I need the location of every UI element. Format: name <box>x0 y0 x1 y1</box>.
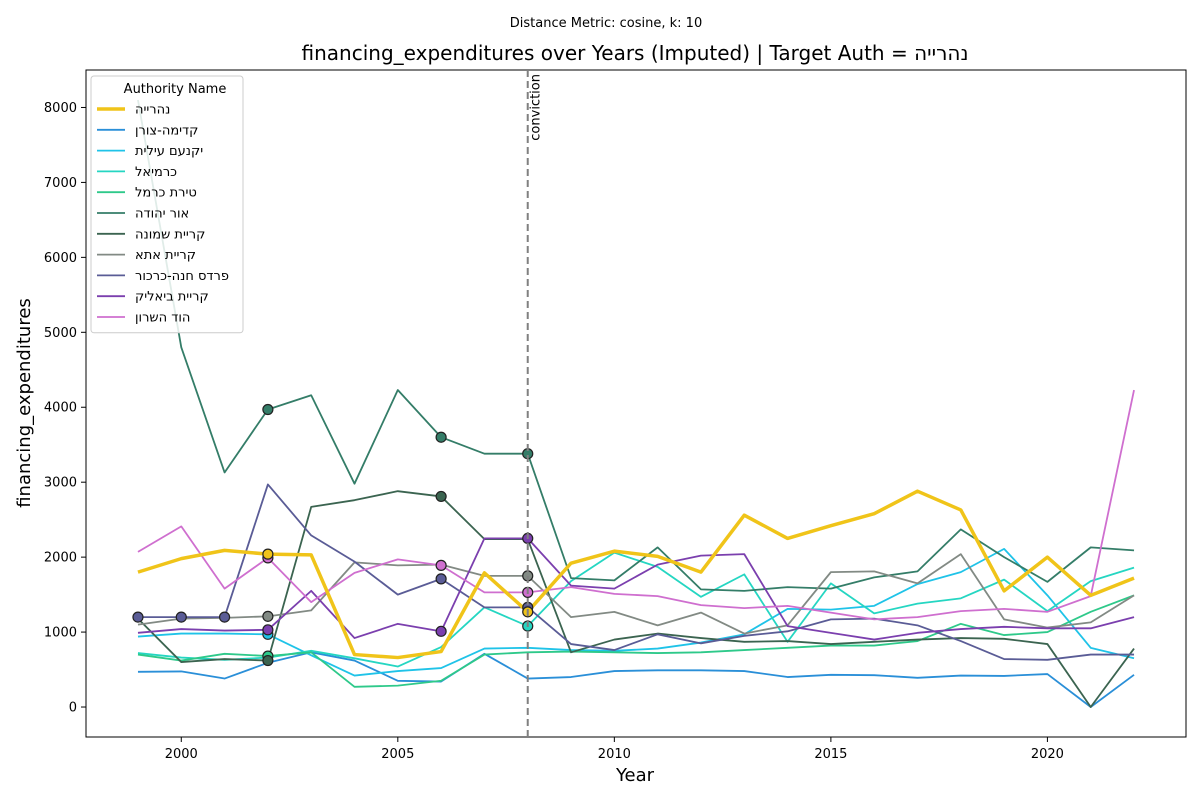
series-אור יהודה <box>137 99 1135 592</box>
legend-box <box>90 75 244 334</box>
legend-item: קריית אתא <box>97 248 196 263</box>
legend-label: הוד השרון <box>135 311 190 326</box>
x-tick-label: 2010 <box>598 747 631 762</box>
data-point-marker <box>132 611 144 623</box>
legend-label: טירת כרמל <box>135 186 197 201</box>
series-line <box>137 490 1135 708</box>
legend-item: נהרייה <box>97 103 170 118</box>
data-point-marker <box>218 611 231 623</box>
y-tick-label: 0 <box>69 701 77 716</box>
y-tick-label: 1000 <box>44 626 77 641</box>
markers-קריית אתא <box>262 570 534 622</box>
data-point-marker <box>435 573 447 585</box>
y-tick-label: 3000 <box>44 476 77 491</box>
data-point-marker <box>435 625 447 637</box>
data-point-marker <box>435 559 447 571</box>
legend-item: יקנעם עילית <box>97 144 203 159</box>
x-tick-label: 2015 <box>814 747 847 762</box>
legend-item: הוד השרון <box>97 311 190 326</box>
data-point-marker <box>262 403 274 416</box>
series-line <box>137 537 1135 641</box>
y-tick-label: 6000 <box>44 251 77 266</box>
legend-item: קדימה-צורן <box>97 123 198 138</box>
markers-קריית שמונה <box>262 490 447 667</box>
x-axis-label: Year <box>615 765 655 786</box>
data-point-marker <box>262 654 274 667</box>
series-line <box>137 553 1135 635</box>
series-קריית אתא <box>137 553 1135 635</box>
series-קריית ביאליק <box>137 537 1135 641</box>
legend-label: אור יהודה <box>135 207 189 222</box>
legend-label: קדימה-צורן <box>135 123 198 138</box>
y-axis-label: financing_expenditures <box>14 298 35 508</box>
data-point-marker <box>262 610 274 622</box>
data-point-marker <box>435 490 447 503</box>
series-line <box>137 489 1135 660</box>
legend-item: פרדס חנה-כרכור <box>97 269 229 284</box>
series-line <box>137 594 1135 688</box>
chart-suptitle: Distance Metric: cosine, k: 10 <box>510 16 702 31</box>
series-הוד השרון <box>137 389 1135 621</box>
series-line <box>137 551 1135 668</box>
series-טירת כרמל <box>137 594 1135 688</box>
y-tick-label: 8000 <box>44 101 77 116</box>
series-line <box>137 99 1135 592</box>
x-tick-label: 2000 <box>165 747 198 762</box>
legend-label: פרדס חנה-כרכור <box>135 269 229 284</box>
legend-item: אור יהודה <box>97 207 189 222</box>
legend-label: נהרייה <box>135 103 170 118</box>
legend-label: קריית ביאליק <box>135 290 209 305</box>
y-tick-label: 5000 <box>44 326 77 341</box>
y-tick-label: 2000 <box>44 551 77 566</box>
y-axis: 0 1000 2000 3000 4000 5000 6000 7000 8000 <box>44 101 86 716</box>
markers-קריית ביאליק <box>262 532 534 637</box>
legend-item: קריית שמונה <box>97 227 205 242</box>
data-point-marker <box>262 548 274 560</box>
legend-label: כרמיאל <box>135 165 177 180</box>
series-line <box>137 389 1135 621</box>
x-tick-label: 2020 <box>1031 747 1064 762</box>
series-line <box>137 651 1135 708</box>
series-קדימה-צורן <box>137 651 1135 708</box>
series-קריית שמונה <box>137 490 1135 708</box>
data-point-marker <box>262 624 274 636</box>
legend-label: יקנעם עילית <box>135 144 203 159</box>
legend-label: קריית שמונה <box>135 227 205 242</box>
legend: Authority Name נהרייה קדימה-צורן יקנעם עילי… <box>90 75 244 334</box>
series-layer <box>132 99 1135 708</box>
y-tick-label: 4000 <box>44 401 77 416</box>
legend-item: קריית ביאליק <box>97 290 209 305</box>
y-tick-label: 7000 <box>44 176 77 191</box>
x-tick-label: 2005 <box>381 747 414 762</box>
legend-item: כרמיאל <box>97 165 177 180</box>
data-point-marker <box>175 611 187 623</box>
conviction-label: conviction <box>529 74 544 141</box>
chart-title: financing_expenditures over Years (Imput… <box>302 41 969 65</box>
legend-label: קריית אתא <box>135 248 196 263</box>
vertical-marker: conviction <box>526 70 544 737</box>
series-line <box>137 483 1135 661</box>
legend-item: טירת כרמל <box>97 186 197 201</box>
data-point-marker <box>435 431 447 443</box>
series-כרמיאל <box>137 551 1135 668</box>
legend-title: Authority Name <box>124 82 227 97</box>
series-נהרייה <box>137 489 1135 660</box>
series-פרדס חנה-כרכור <box>137 483 1135 661</box>
x-axis: 2000 2005 2010 2015 2020 <box>165 737 1064 762</box>
